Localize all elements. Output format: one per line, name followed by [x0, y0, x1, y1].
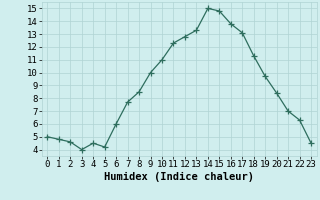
X-axis label: Humidex (Indice chaleur): Humidex (Indice chaleur) — [104, 172, 254, 182]
